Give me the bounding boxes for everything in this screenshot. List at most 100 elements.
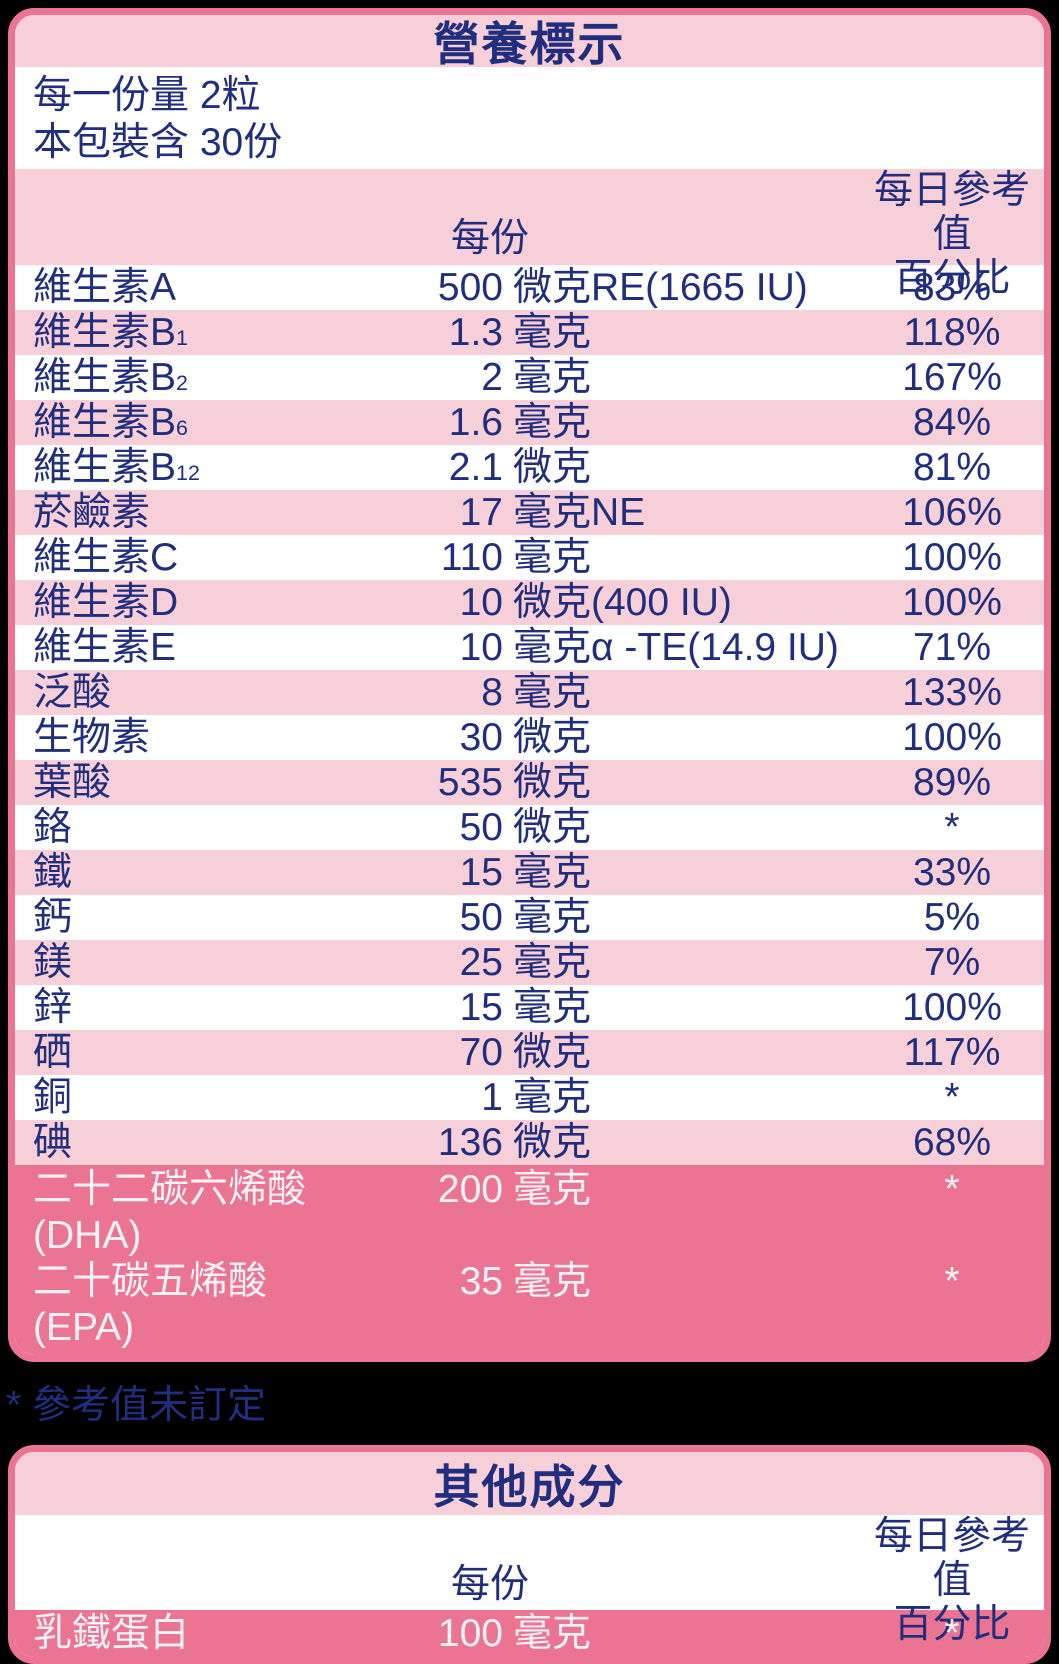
nutrient-row: 葉酸 535 微克 89% [15,760,1044,805]
nutrition-column-headers: 每份 每日參考值 百分比 [15,169,1044,300]
other-column-headers: 每份 每日參考值 百分比 [15,1515,1044,1646]
per-serving-header: 每份 [450,217,529,260]
nutrient-daily-value: 5% [923,896,981,939]
nutrient-amount: 25 [459,941,503,984]
nutrient-row: 生物素 30 微克 100% [15,715,1044,760]
nutrient-daily-value: 118% [903,311,1001,354]
nutrient-amount: 1.3 [448,311,503,354]
reference-value-footnote: * 參考值未訂定 [6,1384,267,1427]
nutrient-name: 碘 [33,1121,73,1164]
ingredient-daily-value: * [944,1612,960,1655]
nutrient-unit: 毫克 [513,851,592,894]
nutrient-unit: 毫克 [513,401,592,444]
nutrient-amount: 1.6 [448,401,503,444]
omega3-daily-value: * [944,1260,960,1303]
nutrient-unit: 微克 [513,1121,592,1164]
nutrient-row: 銅 1 毫克 * [15,1075,1044,1120]
nutrient-name: 生物素 [33,716,151,759]
nutrient-name-subscript: 1 [176,326,188,350]
nutrient-row: 鋅 15 毫克 100% [15,985,1044,1030]
nutrient-amount: 1 [481,1076,503,1119]
omega3-unit: 毫克 [513,1260,592,1303]
nutrient-unit: 毫克α -TE(14.9 IU) [513,626,839,669]
nutrient-amount: 30 [459,716,503,759]
nutrient-daily-value: * [944,806,960,849]
nutrient-amount: 15 [459,851,503,894]
nutrient-row: 鉻 50 微克 * [15,805,1044,850]
other-daily-value-header-line2: 百分比 [893,1603,1011,1646]
other-ingredient-row: 乳鐵蛋白 100 毫克 * [15,1610,1044,1657]
nutrient-amount: 535 [437,761,503,804]
nutrient-daily-value: 100% [902,581,1002,624]
nutrient-unit: 毫克 [513,1076,592,1119]
nutrient-daily-value: 133% [902,671,1002,714]
nutrient-name: 維生素C [33,536,179,579]
nutrient-name: 維生素B2 [33,356,188,399]
nutrient-row: 維生素E 10 毫克α -TE(14.9 IU) 71% [15,625,1044,670]
daily-value-header: 每日參考值 百分比 [860,169,1044,301]
nutrient-amount: 15 [459,986,503,1029]
nutrient-daily-value: 167% [902,356,1002,399]
nutrient-unit: 毫克 [513,986,592,1029]
ingredient-amount: 100 [437,1612,503,1655]
nutrient-amount: 17 [459,491,503,534]
daily-value-header-line1: 每日參考值 [873,169,1030,256]
nutrient-daily-value: 71% [912,626,992,669]
nutrient-unit: 毫克 [513,671,592,714]
nutrient-row: 維生素A 500 微克RE(1665 IU) 83% [15,265,1044,310]
nutrient-name: 維生素D [33,581,179,624]
nutrient-daily-value: 7% [923,941,981,984]
nutrient-amount: 136 [437,1121,503,1164]
other-daily-value-header-line1: 每日參考值 [873,1515,1030,1602]
nutrient-unit: 微克 [513,716,592,759]
nutrient-row: 維生素B1 1.3 毫克 118% [15,310,1044,355]
ingredient-name: 乳鐵蛋白 [33,1612,190,1655]
nutrient-name: 鈣 [33,896,73,939]
omega3-amount: 35 [459,1260,503,1303]
nutrient-name-subscript: 6 [176,416,188,440]
nutrient-amount: 50 [459,896,503,939]
nutrient-row: 菸鹼素 17 毫克NE 106% [15,490,1044,535]
nutrient-row: 維生素B6 1.6 毫克 84% [15,400,1044,445]
other-ingredient-rows: 乳鐵蛋白 100 毫克 * [15,1610,1044,1657]
omega3-abbreviation: (EPA) [33,1306,135,1349]
nutrient-name: 菸鹼素 [33,491,151,534]
omega3-daily-value: * [944,1168,960,1211]
nutrient-unit: 微克 [513,1031,592,1074]
serving-info: 每一份量 2粒 本包裝含 30份 [15,67,1044,169]
nutrient-unit: 微克 [513,446,592,489]
nutrient-unit: 毫克 [513,941,592,984]
nutrient-daily-value: 33% [912,851,992,894]
nutrient-daily-value: 100% [902,986,1002,1029]
nutrient-row: 鈣 50 毫克 5% [15,895,1044,940]
nutrient-daily-value: 81% [912,446,992,489]
nutrient-name: 葉酸 [33,761,112,804]
nutrient-daily-value: 117% [903,1031,1001,1074]
nutrient-amount: 10 [459,626,503,669]
other-table-title: 其他成分 [15,1452,1044,1515]
nutrient-row: 鐵 15 毫克 33% [15,850,1044,895]
nutrient-unit: 毫克 [513,311,592,354]
servings-per-package-text: 本包裝含 30份 [33,121,283,164]
omega3-abbreviation: (DHA) [33,1214,142,1257]
nutrient-row: 維生素B12 2.1 微克 81% [15,445,1044,490]
nutrient-unit: 微克RE(1665 IU) [513,266,808,309]
nutrient-unit: 微克(400 IU) [513,581,732,624]
nutrient-daily-value: * [944,1076,960,1119]
nutrient-name: 鋅 [33,986,73,1029]
nutrient-amount: 10 [459,581,503,624]
nutrient-name-subscript: 2 [176,371,188,395]
omega3-row: 二十碳五烯酸 (EPA) 35 毫克 * [15,1259,1044,1351]
omega3-amount: 200 [437,1168,503,1211]
omega3-unit: 毫克 [513,1168,592,1211]
other-per-serving-header: 每份 [450,1563,529,1606]
nutrient-unit: 微克 [513,806,592,849]
nutrient-amount: 70 [459,1031,503,1074]
nutrition-facts-panel: 營養標示 每一份量 2粒 本包裝含 30份 每份 每日參考值 百分比 維生素A … [8,8,1051,1362]
nutrient-row: 碘 136 微克 68% [15,1120,1044,1165]
nutrient-name: 鉻 [33,806,73,849]
nutrient-amount: 500 [437,266,503,309]
omega3-name: 二十碳五烯酸 (EPA) [33,1260,268,1349]
nutrient-rows: 維生素A 500 微克RE(1665 IU) 83% 維生素B1 1.3 毫克 … [15,265,1044,1165]
nutrient-row: 鎂 25 毫克 7% [15,940,1044,985]
